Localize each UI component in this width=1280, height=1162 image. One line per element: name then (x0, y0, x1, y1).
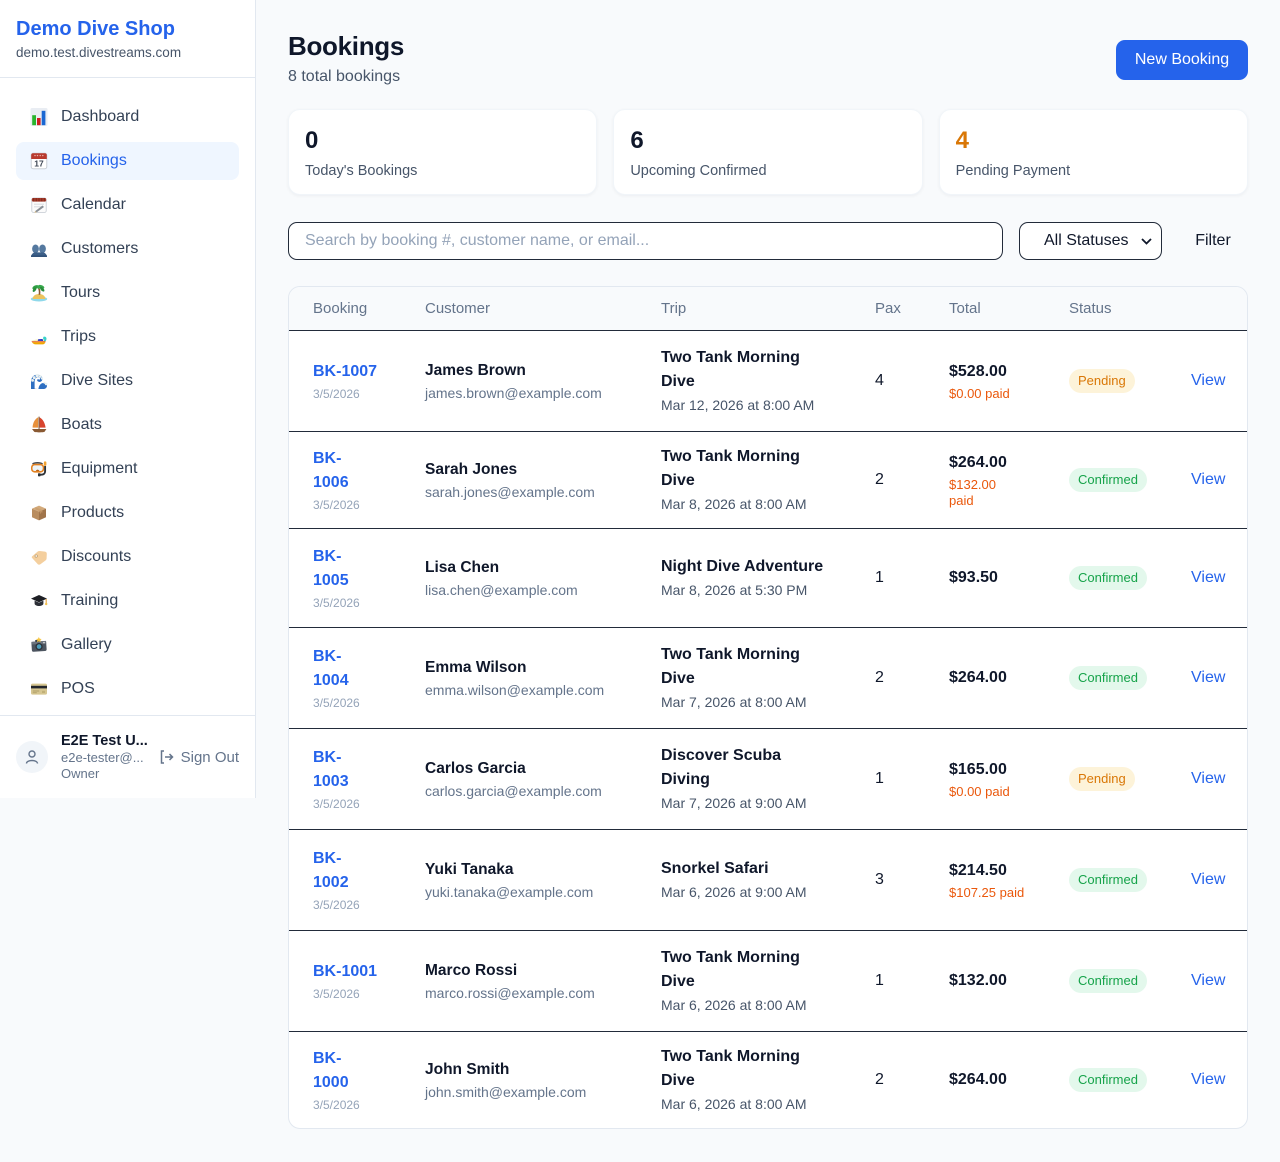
svg-text:17: 17 (34, 159, 44, 169)
